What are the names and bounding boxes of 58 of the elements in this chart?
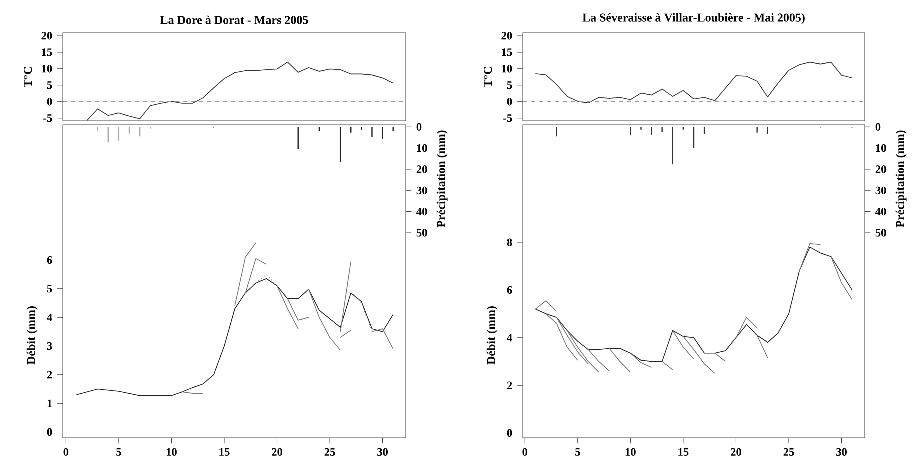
x-tick-label: 15: [220, 448, 230, 456]
y-tick-label: 50: [876, 229, 886, 237]
y-tick-label: 40: [876, 208, 886, 216]
y-tick-label: 0: [876, 123, 881, 131]
y-tick-label: 4: [47, 314, 52, 322]
y-tick-label: 0: [416, 123, 422, 131]
y-tick-label: 5: [47, 285, 52, 293]
y-tick-label: 0: [507, 98, 512, 106]
x-tick-label: 30: [836, 448, 847, 456]
y-tick-label: 6: [507, 286, 512, 294]
chart-title: La Séveraisse à Villar-Loubière - Mai 2005): [582, 13, 805, 24]
y-tick-label: 30: [876, 186, 886, 194]
y-tick-label: -5: [44, 114, 52, 122]
y-tick-label: 20: [502, 32, 512, 40]
x-tick-label: 15: [678, 448, 689, 456]
y-tick-label: 6: [47, 256, 52, 264]
y-tick-label: 15: [502, 48, 512, 56]
y-tick-label: -5: [504, 114, 512, 122]
y-tick-label: 3: [47, 342, 52, 350]
x-tick-label: 5: [116, 448, 122, 456]
y-tick-label: 10: [502, 65, 512, 73]
y-tick-label: 0: [47, 98, 52, 106]
y-axis-title: Précipitation (mm): [896, 130, 907, 228]
y-tick-label: 30: [416, 186, 428, 194]
x-tick-label: 30: [378, 448, 388, 456]
x-tick-label: 0: [64, 448, 69, 456]
y-tick-label: 15: [42, 48, 52, 56]
x-tick-label: 5: [576, 448, 580, 456]
y-tick-label: 10: [876, 144, 886, 152]
x-tick-label: 20: [731, 448, 742, 456]
y-tick-label: 2: [47, 371, 52, 379]
y-axis-title: Débit (mm): [486, 306, 498, 365]
x-tick-label: 25: [324, 448, 336, 456]
y-tick-label: 10: [42, 65, 52, 73]
y-tick-label: 5: [507, 82, 512, 90]
y-tick-label: 50: [416, 229, 428, 237]
x-tick-label: 0: [522, 448, 528, 456]
y-tick-label: 0: [507, 429, 512, 438]
y-axis-title: T°C: [24, 67, 32, 88]
x-tick-label: 10: [626, 448, 636, 456]
y-axis-title: Précipitation (mm): [436, 130, 448, 228]
y-tick-label: 2: [507, 382, 512, 390]
y-tick-label: 5: [47, 82, 52, 90]
y-tick-label: 0: [47, 428, 52, 436]
y-tick-label: 20: [42, 32, 52, 40]
x-tick-label: 25: [784, 448, 794, 456]
y-tick-label: 10: [417, 144, 428, 152]
chart-title: La Dore à Dorat - Mars 2005: [160, 16, 308, 24]
y-tick-label: 8: [507, 238, 512, 246]
y-tick-label: 1: [48, 400, 52, 408]
y-tick-label: 20: [416, 166, 428, 174]
y-tick-label: 20: [876, 166, 886, 174]
y-tick-label: 40: [416, 208, 428, 216]
x-tick-label: 20: [272, 448, 282, 456]
x-tick-label: 10: [166, 448, 177, 456]
y-axis-title: T°C: [484, 67, 492, 88]
y-axis-title: Débit (mm): [26, 306, 38, 365]
y-tick-label: 4: [507, 334, 512, 342]
